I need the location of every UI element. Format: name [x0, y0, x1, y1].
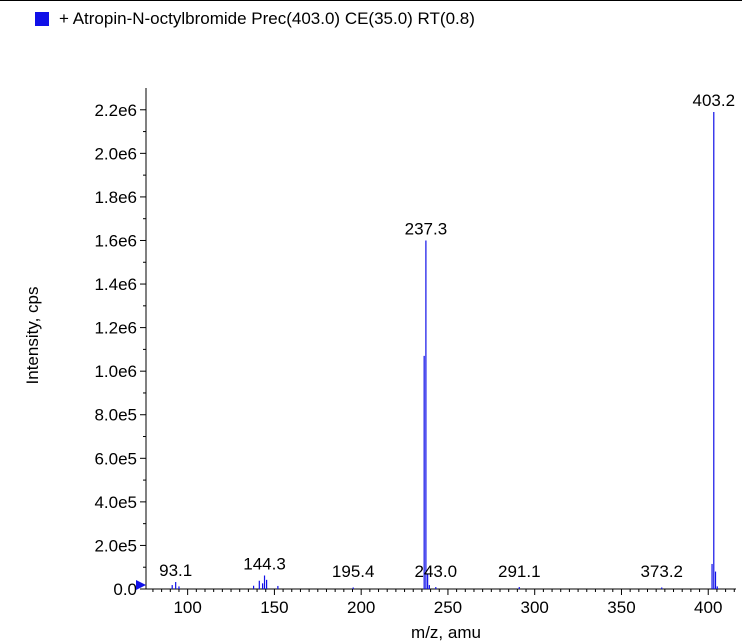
peak-label: 195.4 [332, 562, 375, 581]
peak-label: 237.3 [405, 219, 448, 238]
x-tick-label: 100 [173, 598, 201, 617]
y-tick-label: 1.0e6 [94, 362, 137, 381]
y-tick-label: 2.2e6 [94, 101, 137, 120]
peak-label: 243.0 [415, 562, 458, 581]
x-tick-label: 250 [434, 598, 462, 617]
legend-label: + Atropin-N-octylbromide Prec(403.0) CE(… [59, 9, 475, 28]
top-rule [0, 0, 742, 1]
x-tick-label: 400 [694, 598, 722, 617]
y-tick-label: 4.0e5 [94, 493, 137, 512]
y-tick-label: 1.8e6 [94, 188, 137, 207]
y-tick-label: 1.6e6 [94, 231, 137, 250]
peak-label: 373.2 [640, 562, 683, 581]
peak-label: 403.2 [693, 91, 736, 110]
axis-marker-triangle [136, 580, 146, 590]
legend: + Atropin-N-octylbromide Prec(403.0) CE(… [35, 9, 475, 29]
x-tick-label: 300 [521, 598, 549, 617]
y-tick-label: 2.0e6 [94, 144, 137, 163]
x-tick-label: 200 [347, 598, 375, 617]
y-tick-label: 6.0e5 [94, 449, 137, 468]
y-tick-label: 0.0 [113, 580, 137, 599]
legend-swatch [35, 12, 49, 26]
x-tick-label: 350 [607, 598, 635, 617]
y-axis-title: Intensity, cps [23, 287, 42, 385]
y-tick-label: 1.2e6 [94, 319, 137, 338]
y-tick-label: 1.4e6 [94, 275, 137, 294]
x-tick-label: 150 [260, 598, 288, 617]
peak-label: 291.1 [498, 562, 541, 581]
peak-label: 93.1 [159, 561, 192, 580]
peak-label: 144.3 [243, 554, 286, 573]
y-tick-label: 8.0e5 [94, 406, 137, 425]
x-axis-title: m/z, amu [411, 623, 481, 642]
y-tick-label: 2.0e5 [94, 536, 137, 555]
